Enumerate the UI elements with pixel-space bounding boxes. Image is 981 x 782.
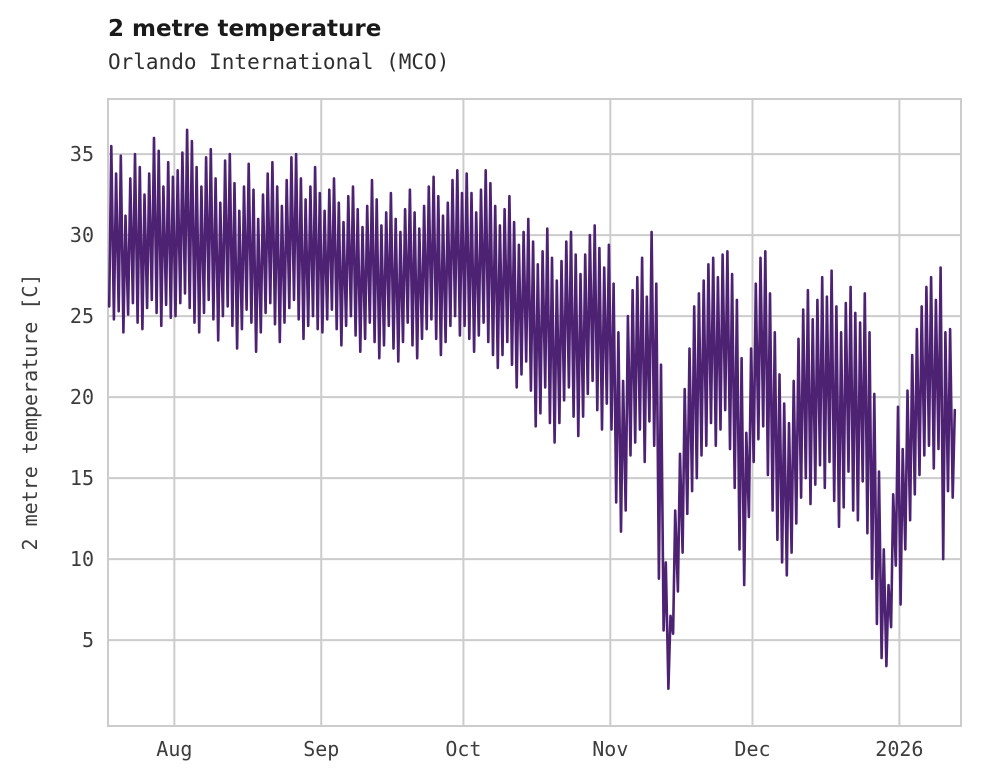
y-tick-label: 25 — [70, 304, 94, 328]
y-axis-label: 2 metre temperature [C] — [18, 273, 42, 551]
y-tick-label: 5 — [82, 628, 94, 652]
y-tick-label: 35 — [70, 142, 94, 166]
x-tick-label: Sep — [303, 737, 339, 761]
temperature-series-line — [107, 128, 957, 690]
x-tick-label: Aug — [156, 737, 192, 761]
x-tick-label: Oct — [445, 737, 481, 761]
plot-frame — [107, 98, 962, 727]
y-tick-label: 15 — [70, 466, 94, 490]
y-tick-label: 10 — [70, 547, 94, 571]
chart-subtitle: Orlando International (MCO) — [108, 50, 450, 74]
y-tick-label: 20 — [70, 385, 94, 409]
x-tick-label: Dec — [734, 737, 770, 761]
x-tick-label: 2026 — [875, 737, 923, 761]
y-tick-label: 30 — [70, 223, 94, 247]
x-tick-label: Nov — [592, 737, 628, 761]
chart-title: 2 metre temperature — [108, 16, 382, 42]
